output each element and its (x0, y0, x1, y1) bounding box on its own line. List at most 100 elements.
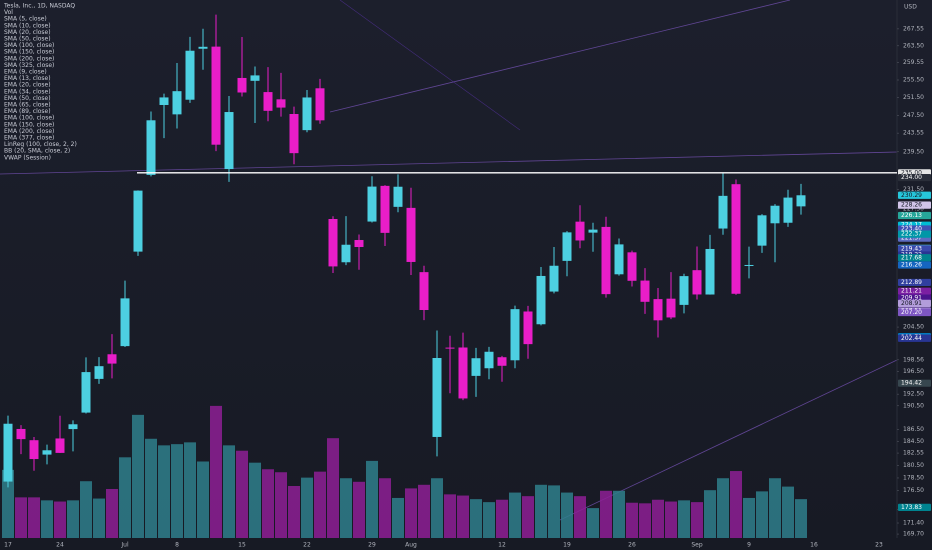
band-line (339, 0, 521, 131)
currency-label: USD (904, 4, 917, 11)
candle-body (250, 75, 260, 81)
legend-entry: EMA (20, close) (4, 82, 51, 89)
volume-bar (327, 438, 339, 538)
y-tick-label: 243.55 (903, 130, 924, 137)
price-tag-label: 221.57 (901, 235, 922, 242)
x-tick-label: 22 (303, 542, 311, 549)
volume-bar (301, 477, 313, 538)
y-tick-label: 255.50 (903, 77, 924, 84)
y-tick-label: 227.50 (903, 205, 924, 212)
candle-body (458, 347, 468, 399)
legend-entry: EMA (377, close) (4, 135, 54, 142)
volume-bar (2, 469, 14, 538)
volume-bar (600, 490, 612, 538)
price-tag (898, 201, 931, 209)
legend-entry: SMA (20, close) (4, 29, 51, 36)
price-tag (898, 503, 931, 511)
price-tag-label: 217.68 (901, 254, 922, 261)
volume-bar (67, 500, 79, 538)
price-tag (898, 230, 931, 238)
candle-body (445, 347, 455, 349)
volume-bar (405, 488, 417, 538)
x-tick-label: 26 (628, 542, 636, 549)
candle-body (614, 244, 624, 275)
volume-bar (418, 484, 430, 538)
candle-body (484, 351, 494, 369)
volume-bar (184, 442, 196, 538)
volume-bar (496, 499, 508, 538)
candle-body (523, 311, 533, 345)
volume-bar (665, 501, 677, 538)
candle-body (185, 50, 195, 100)
candle-body (341, 244, 351, 263)
price-tag-label: 209.91 (901, 295, 922, 302)
candle-body (55, 438, 65, 453)
volume-bar (756, 491, 768, 538)
x-tick-label: Sep (691, 542, 703, 549)
candle-body (224, 112, 234, 170)
y-tick-label: 204.50 (903, 324, 924, 331)
volume-bar (444, 494, 456, 538)
volume-bar (392, 497, 404, 538)
volume-bars (2, 405, 807, 538)
candle-body (653, 299, 663, 321)
candle-body (354, 240, 364, 248)
legend-entry: EMA (150, close) (4, 121, 54, 128)
price-tag-label: 223.40 (901, 225, 922, 232)
legend-entry: SMA (100, close) (4, 42, 54, 49)
legend-entry: VWAP (Session) (4, 154, 51, 161)
price-tag (898, 334, 931, 342)
candle-body (198, 46, 208, 49)
volume-bar (54, 501, 66, 538)
volume-bar (470, 499, 482, 538)
volume-bar (223, 445, 235, 538)
volume-bar (717, 478, 729, 538)
candle-body (302, 97, 312, 131)
volume-bar (743, 497, 755, 538)
candle-body (770, 205, 780, 224)
candle-body (471, 358, 481, 376)
x-tick-label: 12 (498, 542, 506, 549)
candle-body (744, 264, 754, 266)
candle-body (393, 186, 403, 207)
volume-bar (288, 485, 300, 538)
candle-body (159, 97, 169, 105)
legend-entry: LinReg (100, close, 2, 2) (4, 141, 77, 148)
x-tick-label: 23 (875, 542, 883, 549)
legend-entry: Vol (4, 9, 13, 16)
volume-bar (41, 500, 53, 538)
candle-body (380, 185, 390, 233)
volume-bar (639, 503, 651, 538)
x-tick-label: Jul (120, 542, 129, 549)
price-tag (898, 245, 931, 253)
candle-body (146, 120, 156, 175)
volume-bar (548, 485, 560, 538)
y-tick-label: 247.50 (903, 112, 924, 119)
candle-body (42, 450, 52, 455)
candle-body (549, 265, 559, 292)
legend-entry: EMA (34, close) (4, 88, 51, 95)
price-tag-label: 211.21 (901, 288, 922, 295)
chart-title: Tesla, Inc., 1D, NASDAQ (3, 3, 75, 10)
y-tick-label: 192.50 (903, 391, 924, 398)
candle-body (237, 77, 247, 93)
price-tag-label: 226.13 (901, 212, 922, 219)
x-tick-label: 29 (368, 542, 376, 549)
volume-bar (652, 499, 664, 538)
volume-bar (262, 469, 274, 538)
candle-body (172, 91, 182, 115)
price-tag (898, 211, 931, 220)
price-tag-label: 228.26 (901, 202, 922, 209)
legend-entry: SMA (150, close) (4, 49, 54, 56)
x-tick-label: 19 (563, 542, 571, 549)
x-tick-label: 15 (238, 542, 246, 549)
price-tag (898, 308, 931, 317)
volume-bar (93, 498, 105, 538)
price-tag-label: 222.37 (901, 231, 922, 238)
legend-entry: EMA (50, close) (4, 95, 51, 102)
candle-body (497, 357, 507, 366)
candle-body (406, 207, 416, 262)
legend-entry: BB (20, SMA, close, 2) (4, 148, 70, 155)
candle-body (120, 298, 130, 347)
